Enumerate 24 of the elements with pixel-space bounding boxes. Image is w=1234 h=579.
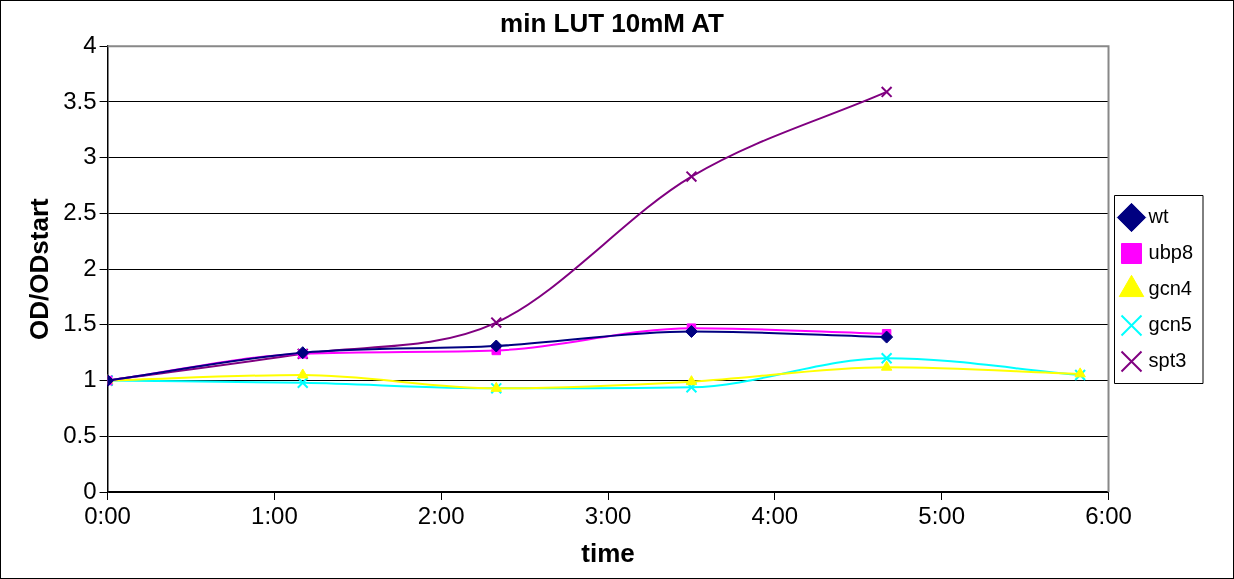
y-tick-label: 3: [83, 142, 97, 170]
y-tick-label: 1.5: [63, 309, 97, 337]
x-tick-label: 1:00: [251, 502, 298, 530]
y-axis-title: OD/ODstart: [23, 197, 54, 340]
legend-label: wt: [1147, 205, 1169, 228]
x-tick-label: 5:00: [918, 502, 966, 530]
x-axis-title: time: [581, 537, 635, 568]
y-tick-label: 3.5: [63, 86, 97, 114]
x-tick-label: 4:00: [751, 502, 799, 530]
y-tick-label: 0: [83, 476, 97, 504]
y-tick-label: 4: [83, 30, 97, 58]
y-tick-label: 2: [83, 253, 97, 281]
y-tick-label: 1: [83, 365, 97, 393]
legend-label: gcn5: [1148, 313, 1192, 336]
x-tick-label: 0:00: [84, 502, 131, 530]
y-tick-label: 0.5: [63, 420, 97, 448]
y-tick-label: 2.5: [63, 198, 97, 225]
legend-label: gcn4: [1148, 277, 1192, 300]
x-tick-label: 6:00: [1085, 502, 1132, 530]
x-tick-label: 3:00: [584, 502, 632, 530]
x-tick-label: 2:00: [417, 502, 465, 530]
chart-title: min LUT 10mM AT: [500, 7, 725, 38]
legend-label: ubp8: [1148, 241, 1194, 264]
legend-label: spt3: [1148, 349, 1187, 372]
